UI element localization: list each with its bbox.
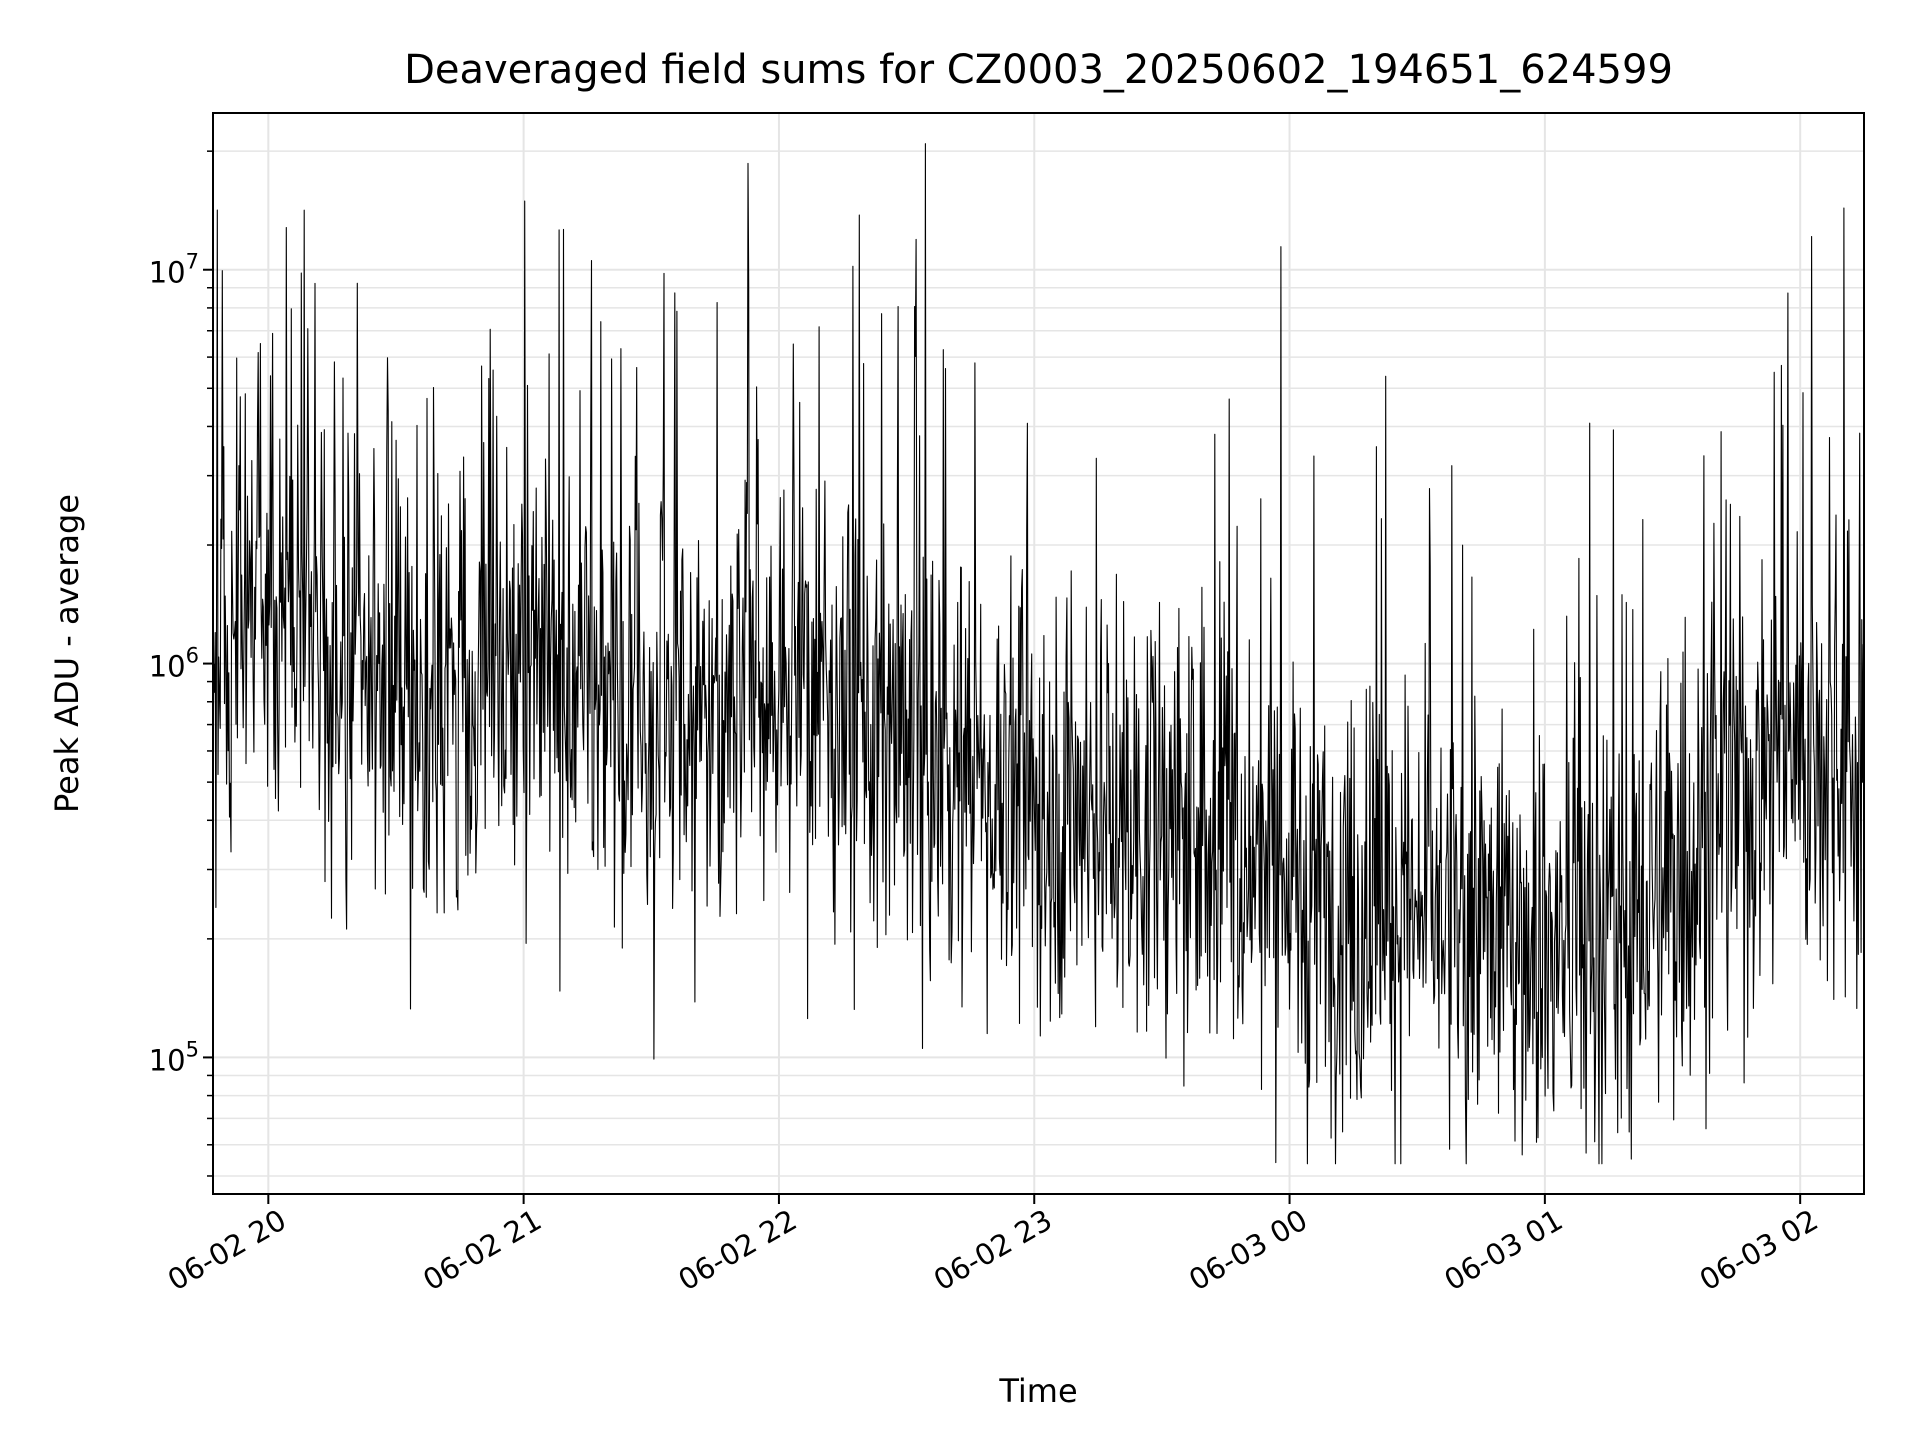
x-tick-label: 06-02 23 [928, 1203, 1058, 1298]
y-tick-base: 10 [149, 256, 186, 290]
gridlines [213, 113, 1864, 1194]
y-tick-base: 10 [149, 650, 186, 684]
chart-title: Deaveraged field sums for CZ0003_2025060… [404, 47, 1673, 93]
x-axis-title: Time [998, 1372, 1077, 1410]
series-layer [212, 143, 1865, 1165]
y-tick-base: 10 [149, 1043, 186, 1077]
y-tick-label: 106 [149, 644, 199, 684]
x-tick-label: 06-03 00 [1183, 1203, 1313, 1298]
y-tick-exponent: 5 [186, 1037, 199, 1061]
plot-frame [212, 112, 1865, 1195]
y-tick-exponent: 7 [186, 250, 199, 274]
y-tick-exponent: 6 [186, 644, 199, 668]
x-tick-label: 06-02 21 [417, 1203, 547, 1298]
y-tick-label: 107 [149, 250, 199, 290]
x-tick-label: 06-02 20 [162, 1203, 292, 1298]
y-axis-title: Peak ADU - average [48, 494, 86, 813]
x-tick-label: 06-03 01 [1438, 1203, 1568, 1298]
series-line [212, 143, 1865, 1165]
x-tick-label: 06-02 22 [673, 1203, 803, 1298]
x-tick-label: 06-03 02 [1694, 1203, 1824, 1298]
y-tick-label: 105 [149, 1037, 199, 1077]
